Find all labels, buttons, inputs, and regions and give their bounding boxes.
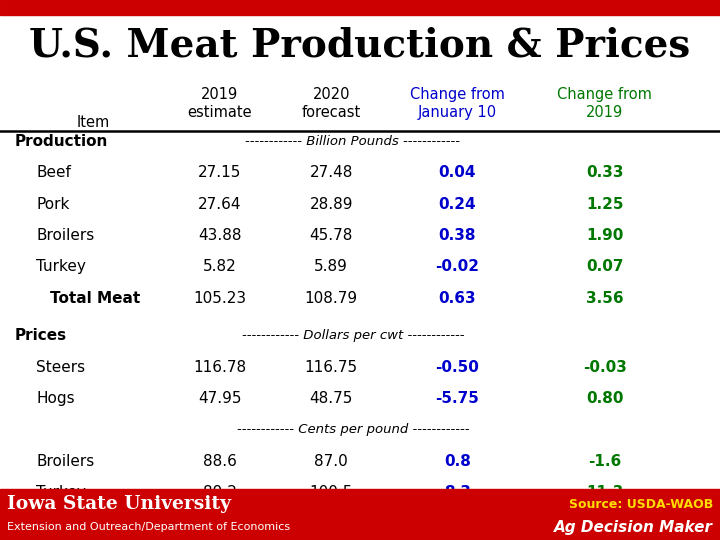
- Text: Ag Decision Maker: Ag Decision Maker: [554, 519, 713, 535]
- Text: Turkey: Turkey: [36, 485, 86, 500]
- Text: 2020
forecast: 2020 forecast: [302, 87, 361, 120]
- Text: -0.02: -0.02: [435, 259, 480, 274]
- Text: Source: USDA-WAOB: Source: USDA-WAOB: [569, 498, 713, 511]
- Text: 5.89: 5.89: [314, 259, 348, 274]
- Text: -1.6: -1.6: [588, 454, 621, 469]
- Text: 47.95: 47.95: [198, 391, 241, 406]
- Text: 11.3: 11.3: [586, 485, 624, 500]
- Text: 0.38: 0.38: [438, 228, 476, 243]
- Text: 108.79: 108.79: [305, 291, 358, 306]
- Text: Extension and Outreach/Department of Economics: Extension and Outreach/Department of Eco…: [7, 522, 290, 532]
- Text: 8.3: 8.3: [444, 485, 471, 500]
- Text: 1.90: 1.90: [586, 228, 624, 243]
- Text: 0.33: 0.33: [586, 165, 624, 180]
- Text: Production: Production: [14, 134, 108, 149]
- Text: Hogs: Hogs: [36, 391, 75, 406]
- Text: 1.25: 1.25: [586, 197, 624, 212]
- Text: -0.50: -0.50: [436, 360, 479, 375]
- Text: 27.15: 27.15: [198, 165, 241, 180]
- Text: 27.48: 27.48: [310, 165, 353, 180]
- Text: Item: Item: [77, 115, 110, 130]
- Text: Change from
2019: Change from 2019: [557, 87, 652, 120]
- Text: Turkey: Turkey: [36, 259, 86, 274]
- Text: 0.80: 0.80: [586, 391, 624, 406]
- Text: Broilers: Broilers: [36, 454, 94, 469]
- Text: -5.75: -5.75: [436, 391, 479, 406]
- Text: Total Meat: Total Meat: [50, 291, 140, 306]
- Text: 27.64: 27.64: [198, 197, 241, 212]
- Text: Beef: Beef: [36, 165, 71, 180]
- Text: 87.0: 87.0: [315, 454, 348, 469]
- Bar: [0, 0, 720, 15]
- Text: 45.78: 45.78: [310, 228, 353, 243]
- Text: 105.23: 105.23: [193, 291, 246, 306]
- Text: U.S. Meat Production & Prices: U.S. Meat Production & Prices: [30, 27, 690, 65]
- Text: 0.07: 0.07: [586, 259, 624, 274]
- Text: Prices: Prices: [14, 328, 66, 343]
- Text: Change from
January 10: Change from January 10: [410, 87, 505, 120]
- Text: 116.78: 116.78: [193, 360, 246, 375]
- Text: 0.24: 0.24: [438, 197, 476, 212]
- Text: Pork: Pork: [36, 197, 69, 212]
- Text: 0.63: 0.63: [438, 291, 476, 306]
- Text: 100.5: 100.5: [310, 485, 353, 500]
- Text: Steers: Steers: [36, 360, 85, 375]
- Text: 116.75: 116.75: [305, 360, 358, 375]
- Text: 0.04: 0.04: [438, 165, 476, 180]
- Text: 89.2: 89.2: [202, 485, 237, 500]
- Text: Broilers: Broilers: [36, 228, 94, 243]
- Text: 2019
estimate: 2019 estimate: [187, 87, 252, 120]
- Text: ------------ Billion Pounds ------------: ------------ Billion Pounds ------------: [246, 135, 460, 148]
- Text: ------------ Dollars per cwt ------------: ------------ Dollars per cwt -----------…: [241, 329, 464, 342]
- Text: 48.75: 48.75: [310, 391, 353, 406]
- Text: ------------ Cents per pound ------------: ------------ Cents per pound -----------…: [237, 423, 469, 436]
- Bar: [0, 489, 720, 540]
- Text: 3.56: 3.56: [586, 291, 624, 306]
- Text: -0.03: -0.03: [583, 360, 626, 375]
- Text: Iowa State University: Iowa State University: [7, 495, 231, 514]
- Text: 28.89: 28.89: [310, 197, 353, 212]
- Text: 0.8: 0.8: [444, 454, 471, 469]
- Text: 88.6: 88.6: [202, 454, 237, 469]
- Text: 43.88: 43.88: [198, 228, 241, 243]
- Text: 5.82: 5.82: [203, 259, 236, 274]
